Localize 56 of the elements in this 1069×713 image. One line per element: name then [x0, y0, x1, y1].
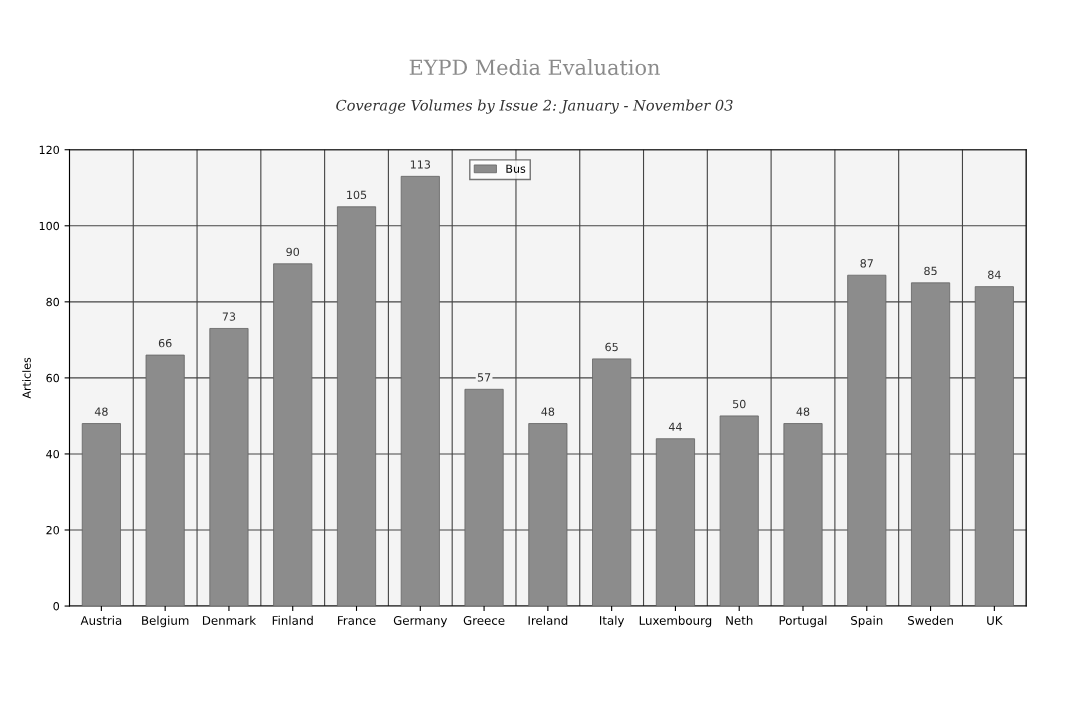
bar: [81, 423, 121, 607]
x-tick-label: France: [338, 616, 376, 625]
y-tick-label: 0: [53, 602, 60, 611]
data-label: 48: [94, 407, 108, 416]
data-label: 66: [158, 338, 172, 348]
bar: [145, 354, 185, 607]
data-label: 44: [668, 422, 682, 431]
y-tick-label: 100: [39, 221, 60, 231]
data-label: 84: [988, 270, 1001, 279]
bar: [911, 282, 951, 607]
data-label: 85: [924, 266, 937, 276]
data-label: 57: [477, 373, 491, 382]
data-label: 90: [286, 247, 300, 257]
x-tick-label: Ireland: [528, 615, 568, 625]
x-tick-label: Portugal: [779, 615, 827, 628]
x-tick-label: Spain: [851, 615, 883, 628]
y-tick-label: 40: [46, 449, 60, 459]
bar: [528, 423, 568, 607]
x-tick-label: Germany: [393, 615, 448, 628]
x-tick-label: Sweden: [908, 615, 953, 625]
chart-title: EYPD Media Evaluation: [409, 59, 660, 76]
legend-label: Bus: [506, 164, 526, 173]
data-label: 65: [605, 342, 618, 352]
bar: [209, 328, 249, 607]
x-tick-label: Denmark: [202, 615, 257, 625]
data-label: 87: [860, 259, 873, 268]
y-tick-label: 120: [39, 145, 60, 155]
data-label: 105: [347, 190, 367, 200]
bar: [974, 286, 1014, 607]
x-tick-label: Luxembourg: [639, 615, 712, 628]
bar: [719, 415, 759, 607]
bar: [847, 274, 887, 607]
y-axis-title: Articles: [22, 357, 31, 399]
x-tick-label: Neth: [726, 615, 753, 625]
data-label: 48: [541, 407, 555, 416]
x-tick-label: Greece: [463, 615, 505, 625]
bar: [464, 388, 504, 607]
data-label: 50: [733, 399, 746, 409]
bar: [592, 358, 632, 607]
x-tick-label: Austria: [80, 615, 122, 625]
x-tick-label: UK: [987, 616, 1003, 625]
data-label: 113: [410, 160, 431, 169]
y-tick-label: 80: [46, 297, 60, 307]
x-tick-label: Finland: [272, 615, 313, 625]
data-label: 48: [796, 407, 810, 416]
y-tick-label: 60: [46, 373, 60, 383]
y-tick-label: 20: [46, 525, 60, 535]
bar: [400, 175, 440, 607]
chart-subtitle: Coverage Volumes by Issue 2: January - November 03: [336, 99, 733, 114]
x-tick-label: Belgium: [142, 615, 189, 628]
bar: [655, 438, 695, 607]
bar: [783, 423, 823, 607]
data-label: 73: [222, 312, 236, 321]
bar: [273, 263, 313, 607]
x-tick-label: Italy: [600, 615, 625, 628]
bar: [336, 206, 377, 607]
